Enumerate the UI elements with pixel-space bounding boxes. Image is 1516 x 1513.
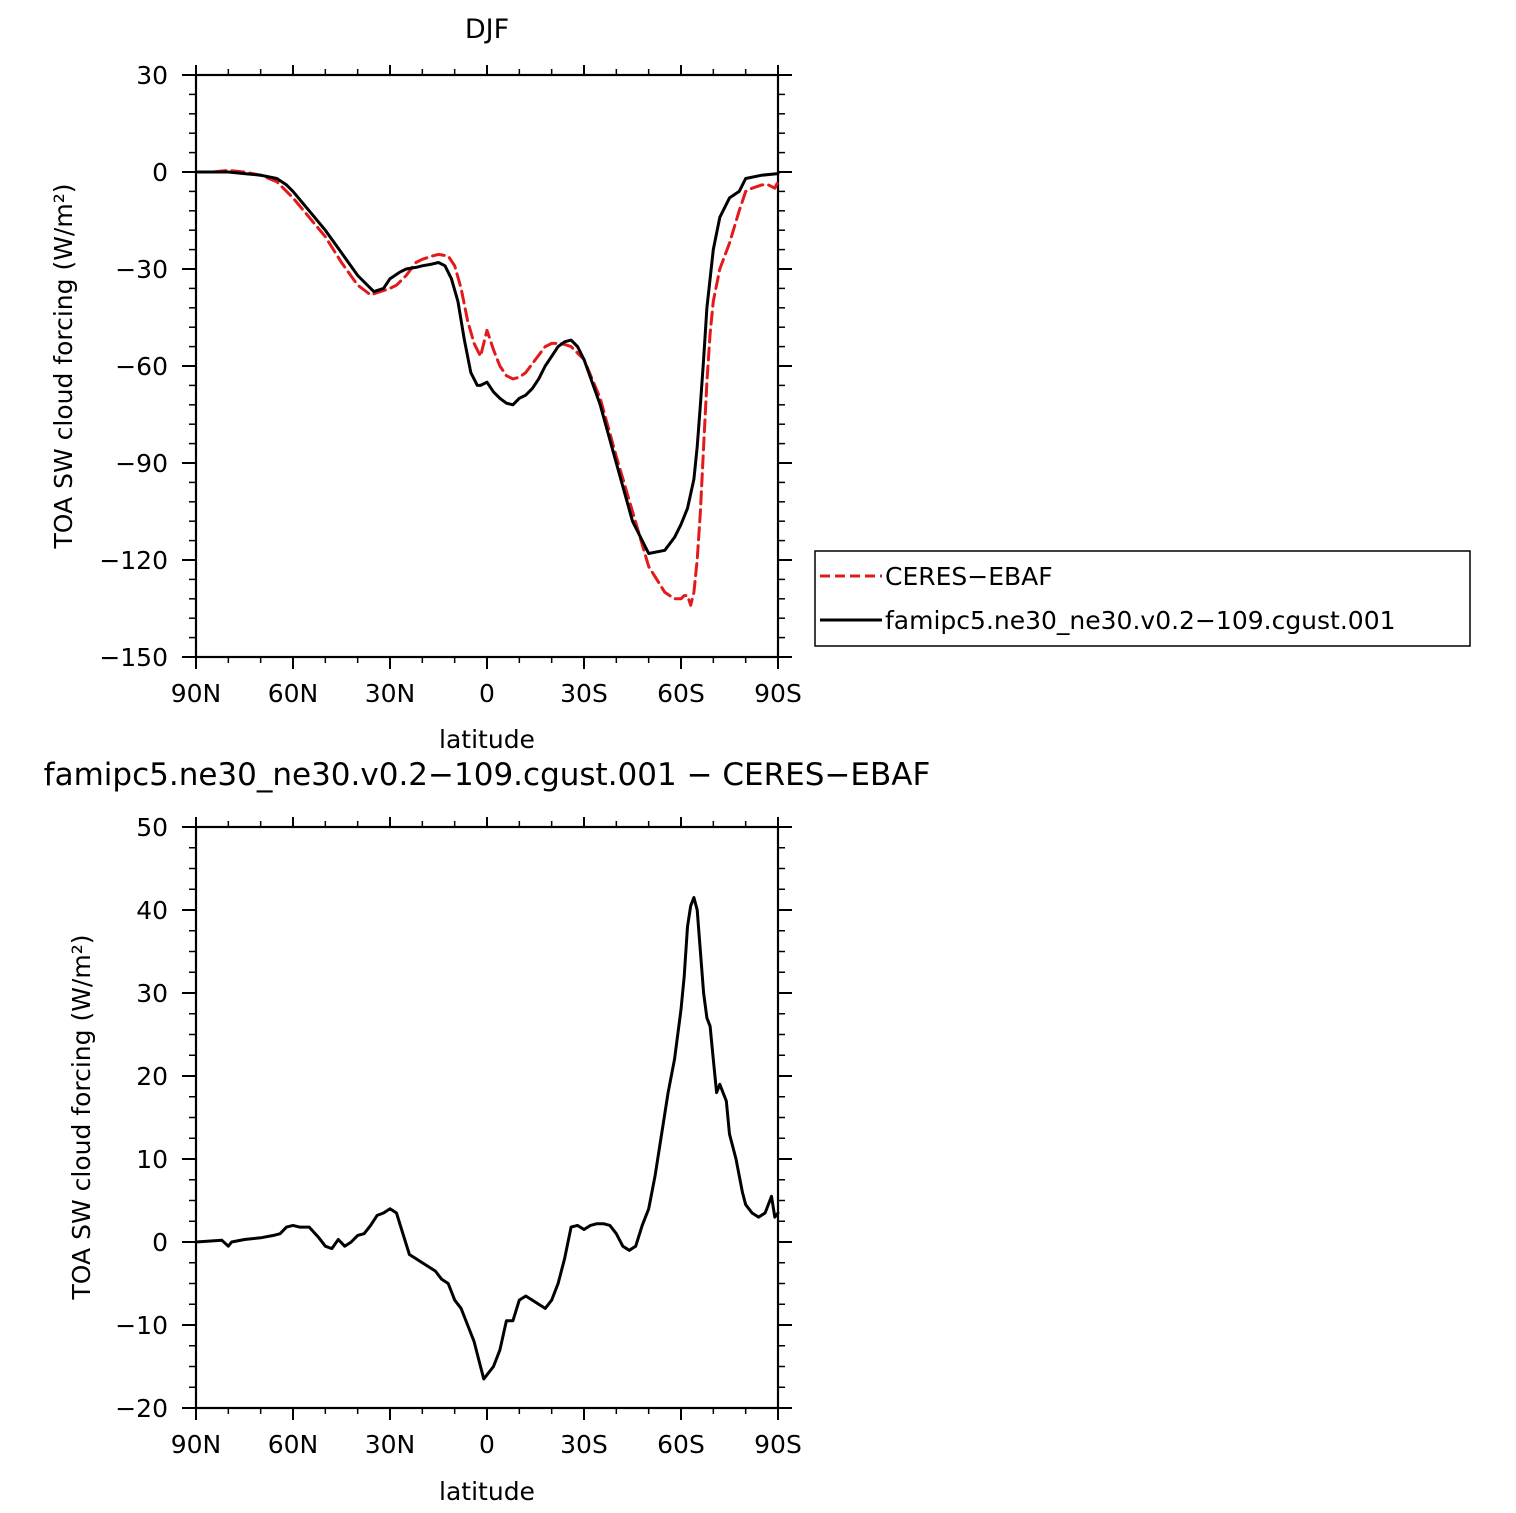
x-axis-label-bottom: latitude xyxy=(439,1477,535,1506)
series-top xyxy=(194,168,780,607)
panel-top: DJF TOA SW cloud forcing (W/m²) latitude… xyxy=(49,14,802,754)
x-tick-label: 60N xyxy=(268,679,319,708)
y-tick-label: −90 xyxy=(115,449,168,478)
x-tick-label: 30N xyxy=(365,1430,416,1459)
y-tick-label: −150 xyxy=(99,643,168,672)
x-tick-label: 90N xyxy=(171,1430,222,1459)
x-tick-label: 30S xyxy=(560,1430,608,1459)
series-bottom xyxy=(194,896,780,1381)
x-tick-label: 60N xyxy=(268,1430,319,1459)
y-tick-label: −10 xyxy=(115,1311,168,1340)
x-tick-label: 30S xyxy=(560,679,608,708)
x-tick-label: 60S xyxy=(657,1430,705,1459)
x-tick-label: 90S xyxy=(754,1430,802,1459)
legend-box xyxy=(814,550,1471,647)
y-tick-label: 30 xyxy=(136,61,168,90)
ticks-top: 90N 60N 30N 0 30S 60S 90S 30 0 −30 −60 −90 −120 −150 xyxy=(99,61,802,708)
y-tick-label: 20 xyxy=(136,1062,168,1091)
y-axis-label-top: TOA SW cloud forcing (W/m²) xyxy=(49,184,78,550)
legend-label-obs: CERES−EBAF xyxy=(885,562,1053,591)
ticks-bottom: 90N 60N 30N 0 30S 60S 90S 50 40 30 20 10 0 −10 −20 xyxy=(115,813,802,1459)
legend-label-model: famipc5.ne30_ne30.v0.2−109.cgust.001 xyxy=(885,606,1396,635)
y-tick-label: 40 xyxy=(136,896,168,925)
chart-title-top: DJF xyxy=(465,14,509,45)
series-line-obs xyxy=(194,168,780,607)
x-tick-label: 0 xyxy=(479,679,495,708)
y-tick-label: −120 xyxy=(99,546,168,575)
x-tick-label: 0 xyxy=(479,1430,495,1459)
panel-bottom: famipc5.ne30_ne30.v0.2−109.cgust.001 − C… xyxy=(44,757,931,1506)
series-line-diff xyxy=(194,896,780,1381)
chart-title-bottom: famipc5.ne30_ne30.v0.2−109.cgust.001 − C… xyxy=(44,757,931,793)
x-tick-label: 30N xyxy=(365,679,416,708)
y-tick-label: 0 xyxy=(152,158,168,187)
y-axis-label-bottom: TOA SW cloud forcing (W/m²) xyxy=(67,935,96,1301)
y-tick-label: 50 xyxy=(136,813,168,842)
x-tick-label: 90N xyxy=(171,679,222,708)
y-tick-label: −30 xyxy=(115,255,168,284)
y-tick-label: −60 xyxy=(115,352,168,381)
y-tick-label: 30 xyxy=(136,979,168,1008)
y-tick-label: 10 xyxy=(136,1145,168,1174)
series-line-model xyxy=(194,170,780,555)
y-tick-label: −20 xyxy=(115,1394,168,1423)
legend: CERES−EBAF famipc5.ne30_ne30.v0.2−109.cg… xyxy=(814,550,1471,647)
y-tick-label: 0 xyxy=(152,1228,168,1257)
x-tick-label: 90S xyxy=(754,679,802,708)
x-axis-label-top: latitude xyxy=(439,725,535,754)
x-tick-label: 60S xyxy=(657,679,705,708)
plot-frame-top xyxy=(194,73,780,659)
